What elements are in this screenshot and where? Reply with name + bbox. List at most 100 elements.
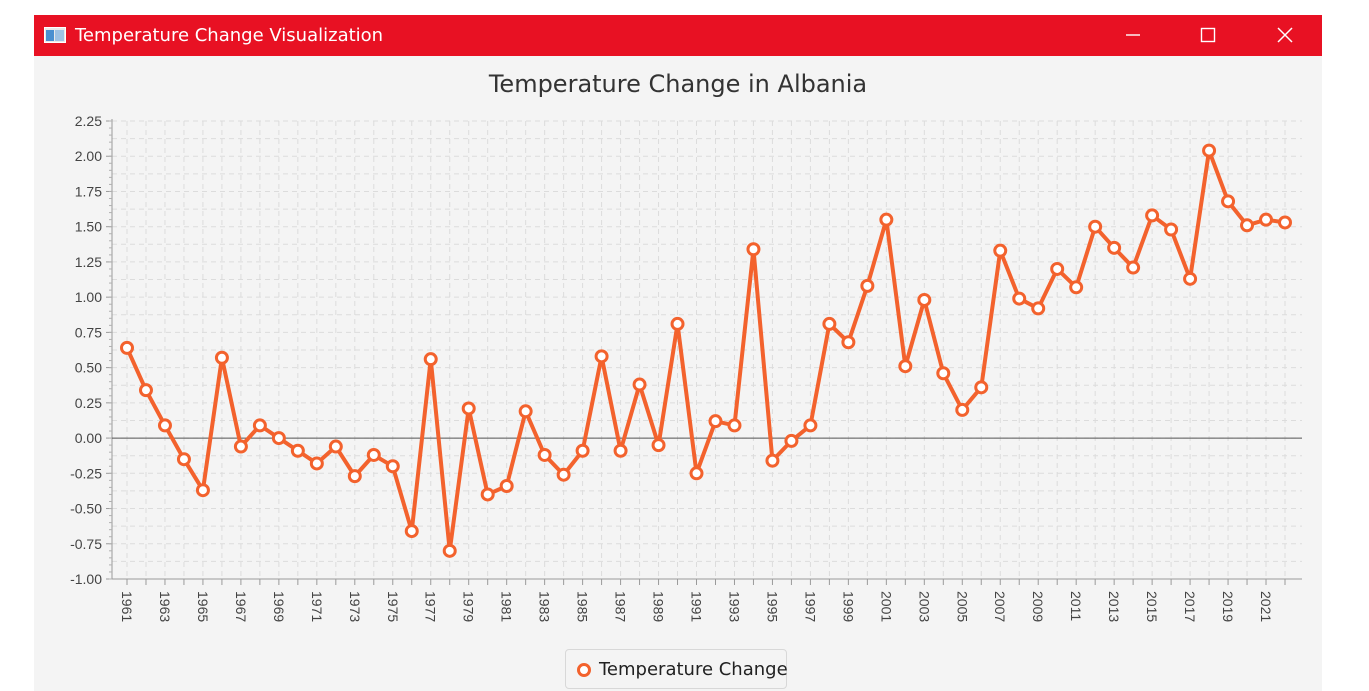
x-tick-label: 1969: [271, 591, 287, 622]
data-point: [955, 402, 970, 417]
x-tick-label: 2015: [1144, 591, 1160, 622]
y-tick-label: 0.25: [75, 395, 102, 411]
x-tick-label: 1979: [461, 591, 477, 622]
data-point: [271, 431, 286, 446]
y-tick-label: -0.50: [70, 501, 102, 517]
x-tick-label: 1991: [689, 591, 705, 622]
x-tick-label: 1989: [651, 591, 667, 622]
data-point: [1183, 271, 1198, 286]
data-point: [974, 380, 989, 395]
data-point: [1012, 291, 1027, 306]
x-tick-label: 2019: [1220, 591, 1236, 622]
x-tick-label: 1967: [233, 591, 249, 622]
data-point: [1221, 194, 1236, 209]
app-window-icon: [44, 27, 66, 43]
data-point: [708, 414, 723, 429]
data-point: [879, 212, 894, 227]
data-point: [727, 418, 742, 433]
data-point: [442, 543, 457, 558]
data-point: [765, 453, 780, 468]
y-tick-label: 2.25: [75, 113, 102, 129]
x-tick-label: 2013: [1106, 591, 1122, 622]
y-tick-label: -0.75: [70, 536, 102, 552]
data-point: [1069, 280, 1084, 295]
data-point: [613, 443, 628, 458]
data-point: [1088, 219, 1103, 234]
window-title: Temperature Change Visualization: [75, 25, 384, 46]
y-tick-label: 0.50: [75, 360, 102, 376]
data-point: [328, 439, 343, 454]
data-point: [252, 418, 267, 433]
data-point: [385, 459, 400, 474]
data-point: [822, 316, 837, 331]
data-point: [1126, 260, 1141, 275]
data-point: [594, 349, 609, 364]
data-point: [917, 292, 932, 307]
x-tick-label: 1961: [119, 591, 135, 622]
x-tick-label: 1977: [423, 591, 439, 622]
x-tick-label: 2007: [992, 591, 1008, 622]
app-window: Temperature Change Visualization Tempera…: [34, 15, 1322, 691]
x-tick-label: 1987: [613, 591, 629, 622]
data-point: [120, 340, 134, 355]
data-point: [1164, 222, 1179, 237]
y-tick-label: 1.75: [75, 183, 102, 199]
y-tick-label: -1.00: [70, 571, 102, 587]
x-tick-label: 1971: [309, 591, 325, 622]
x-tick-label: 1997: [802, 591, 818, 622]
y-tick-label: 1.25: [75, 254, 102, 270]
y-tick-label: 0.00: [75, 430, 102, 446]
data-point: [1240, 218, 1255, 233]
y-tick-label: 0.75: [75, 324, 102, 340]
x-tick-label: 1973: [347, 591, 363, 622]
x-tick-label: 1995: [764, 591, 780, 622]
x-tick-label: 1981: [499, 591, 515, 622]
data-point: [1145, 208, 1160, 223]
legend-label: Temperature Change: [599, 659, 788, 680]
data-point: [1031, 301, 1046, 316]
x-tick-label: 2011: [1068, 591, 1084, 621]
data-point: [575, 443, 590, 458]
line-chart: -1.00 -0.75 -0.50 -0.25 0.00 0.25 0.50 0.75 1.00…: [70, 113, 1302, 622]
y-tick-label: 1.50: [75, 219, 102, 235]
data-point: [461, 401, 476, 416]
grid: [112, 120, 1302, 580]
maximize-button[interactable]: [1185, 15, 1231, 56]
title-bar[interactable]: Temperature Change Visualization: [34, 15, 1322, 56]
data-point: [518, 404, 533, 419]
data-point: [499, 478, 514, 493]
data-point: [860, 278, 875, 293]
y-tick-label: -0.25: [70, 465, 102, 481]
data-point: [1050, 261, 1065, 276]
y-tick-label: 1.00: [75, 289, 102, 305]
data-point: [1202, 143, 1217, 158]
data-point: [347, 469, 362, 484]
x-tick-label: 1983: [537, 591, 553, 622]
data-point: [632, 377, 647, 392]
data-point: [746, 242, 761, 257]
x-tick-label: 1999: [840, 591, 856, 622]
data-point: [670, 316, 685, 331]
data-point: [480, 487, 495, 502]
x-tick-label: 2021: [1258, 591, 1274, 622]
data-point: [898, 359, 913, 374]
data-point: [651, 438, 666, 453]
close-button[interactable]: [1262, 15, 1308, 56]
x-tick-label: 1993: [726, 591, 742, 622]
data-point: [803, 418, 818, 433]
data-point: [537, 447, 552, 462]
x-tick-label: 1963: [157, 591, 173, 622]
x-tick-label: 1965: [195, 591, 211, 622]
data-point: [233, 439, 248, 454]
data-point: [1278, 215, 1292, 230]
data-point: [309, 456, 324, 471]
data-point: [1107, 240, 1122, 255]
data-point: [138, 383, 153, 398]
legend: Temperature Change: [565, 649, 788, 689]
data-point: [1259, 212, 1274, 227]
minimize-button[interactable]: [1110, 15, 1156, 56]
x-tick-label: 2001: [878, 591, 894, 622]
x-tick-label: 1985: [575, 591, 591, 622]
data-point: [841, 335, 856, 350]
legend-symbol-icon: [577, 663, 591, 677]
